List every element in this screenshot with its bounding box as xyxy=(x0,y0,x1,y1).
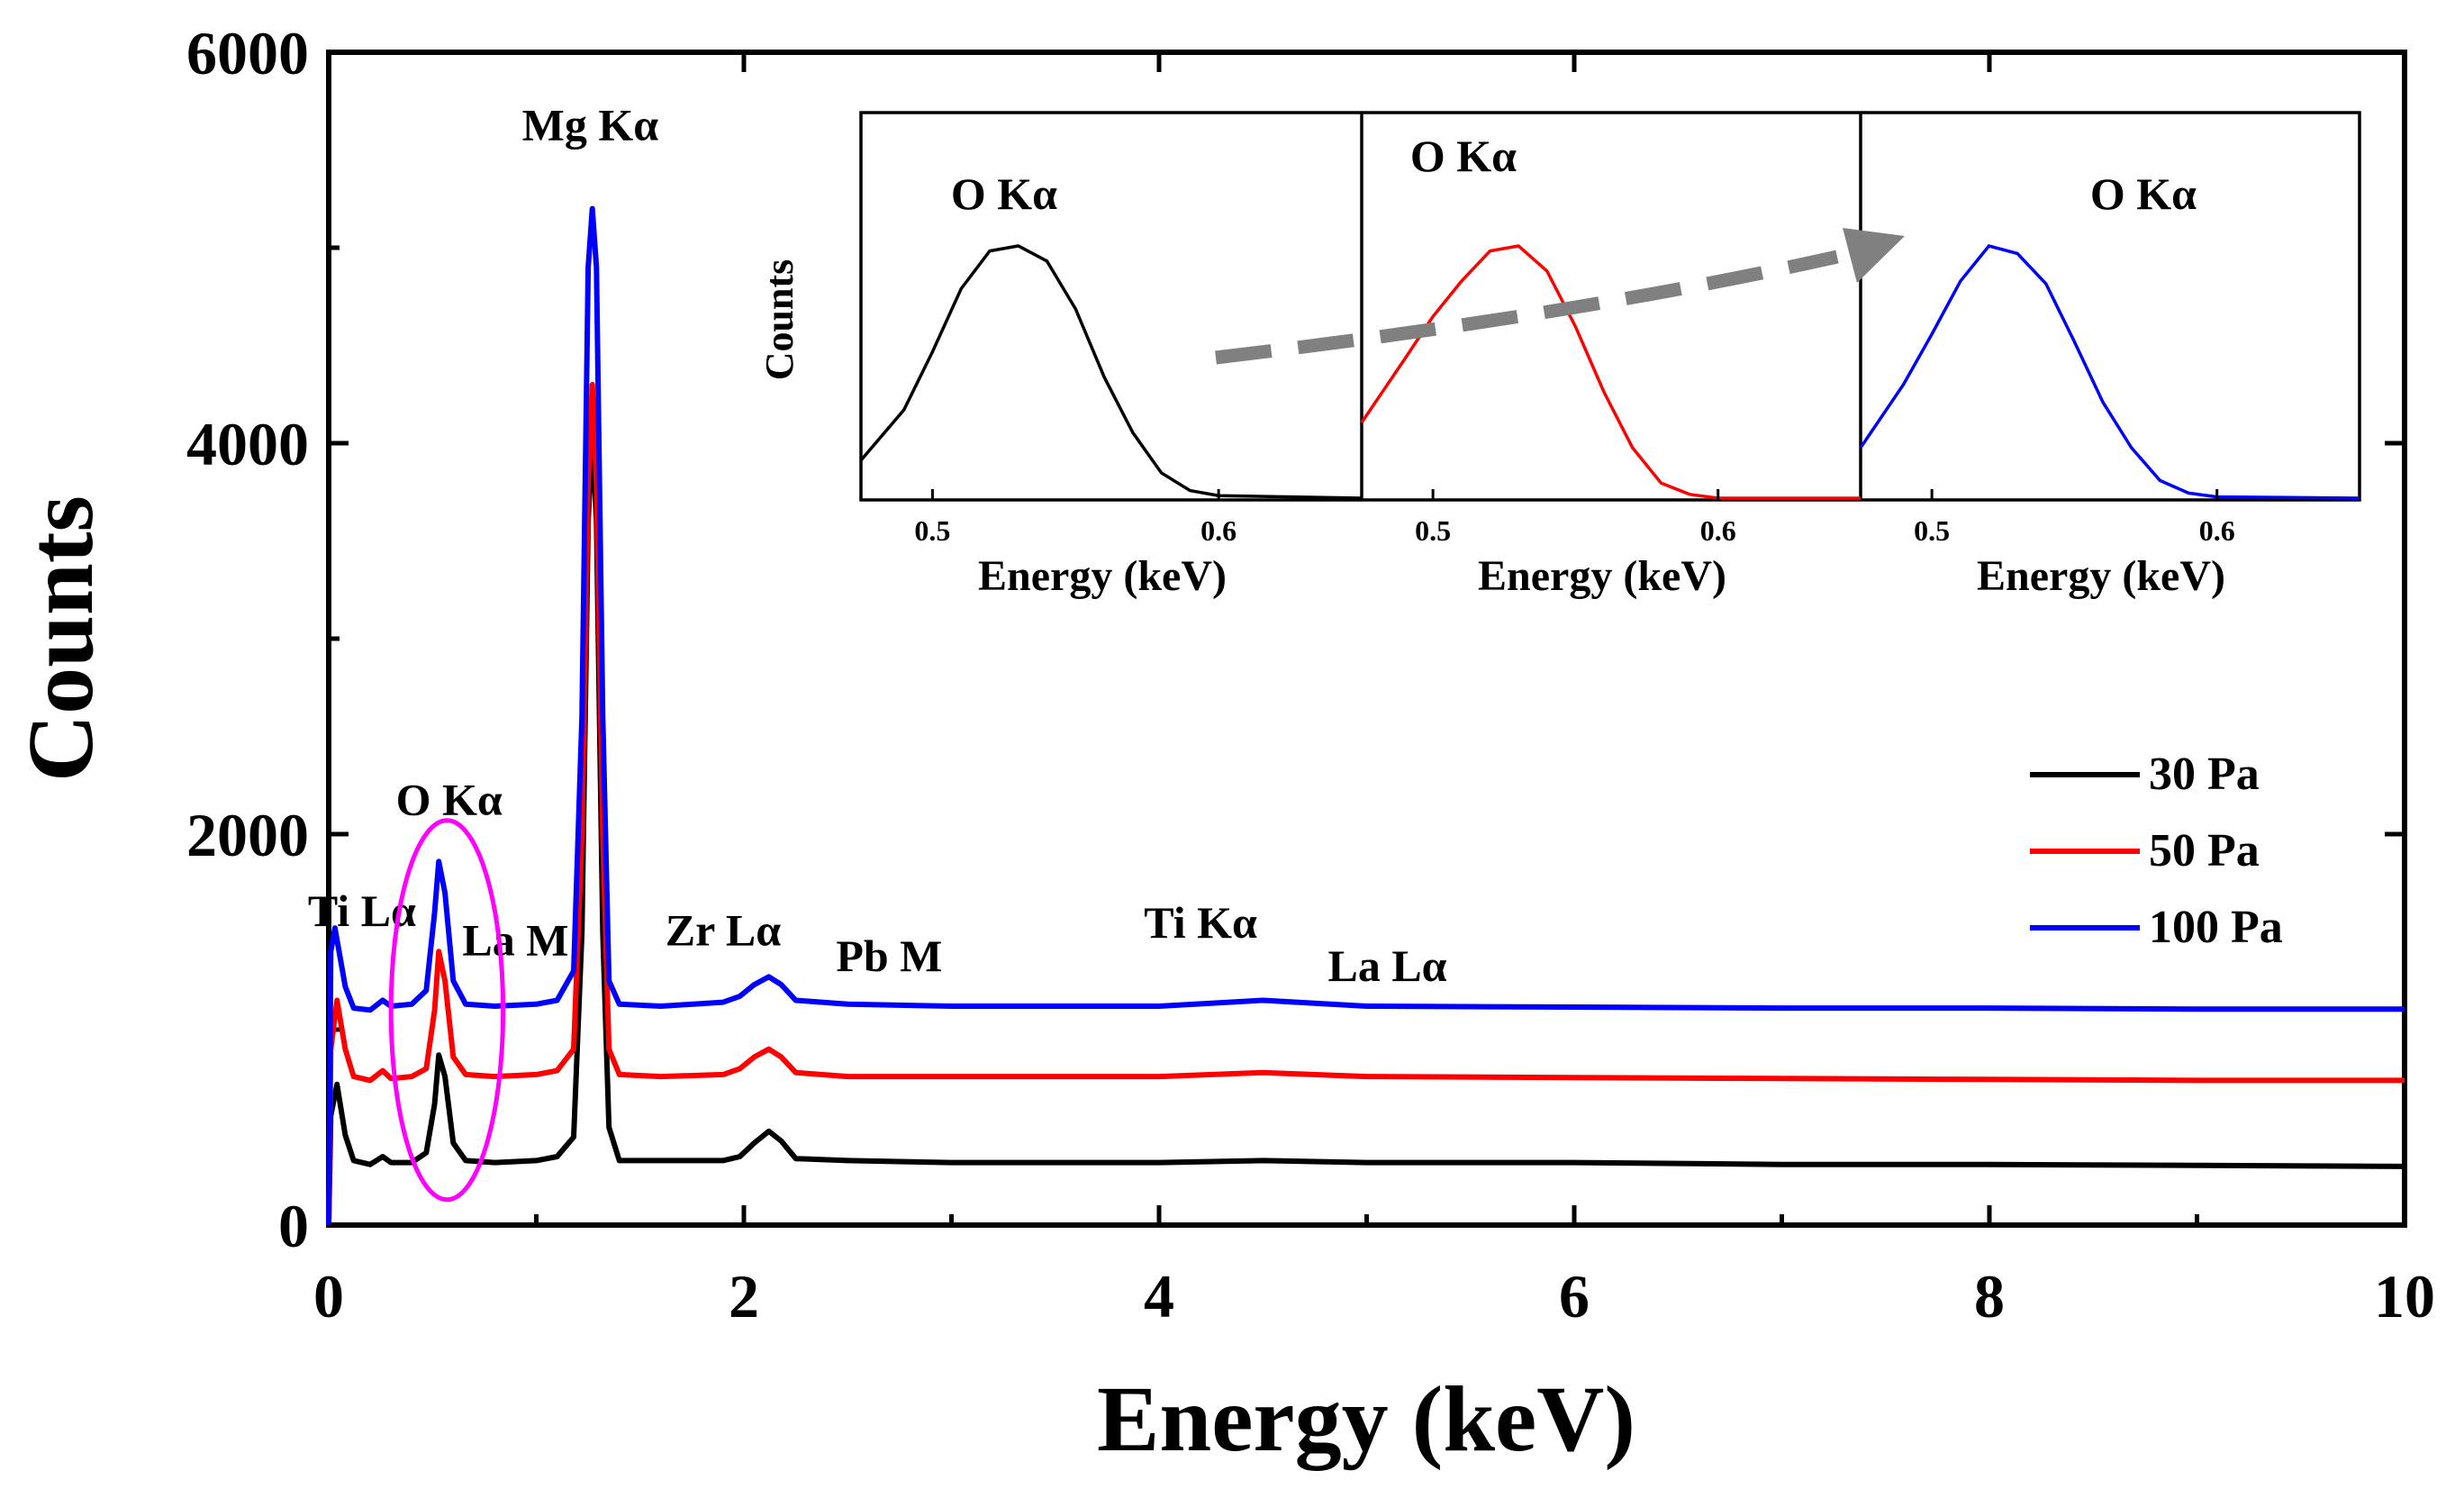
y-tick-label: 6000 xyxy=(186,19,309,87)
inset-x-label: Energy (keV) xyxy=(978,552,1227,600)
x-axis-label: Energy (keV) xyxy=(1097,1367,1635,1471)
peak-label: Mg Kα xyxy=(522,100,659,150)
inset-curve-30pa xyxy=(859,244,1363,500)
inset-x-label: Energy (keV) xyxy=(1977,552,2225,600)
inset-x-label: Energy (keV) xyxy=(1478,552,1726,600)
inset-peak-label: O Kα xyxy=(1410,131,1517,181)
series-line-50pa xyxy=(326,381,2405,1226)
main-ticks: 0 2 4 6 8 10 0 2000 4000 6000 xyxy=(186,19,2435,1330)
legend-label-100pa: 100 Pa xyxy=(2149,902,2283,953)
legend-label-30pa: 30 Pa xyxy=(2149,749,2260,800)
x-tick-label: 4 xyxy=(1144,1262,1174,1330)
trend-arrowhead xyxy=(1843,228,1905,283)
legend-label-50pa: 50 Pa xyxy=(2149,825,2260,876)
peak-label: La Lα xyxy=(1327,940,1446,991)
o-ka-highlight-ellipse xyxy=(388,818,506,1203)
inset-curve-50pa xyxy=(1360,244,1861,500)
trend-arrow xyxy=(1215,250,1839,365)
x-tick-label: 0 xyxy=(313,1262,344,1330)
y-tick-label: 0 xyxy=(278,1192,309,1260)
inset-x-tick-label: 0.5 xyxy=(1914,514,1950,547)
x-tick-label: 6 xyxy=(1559,1262,1590,1330)
peak-label: Ti Kα xyxy=(1144,897,1257,948)
x-tick-label: 2 xyxy=(729,1262,759,1330)
inset-x-tick-label: 0.5 xyxy=(1415,514,1451,547)
peak-label: Pb M xyxy=(836,931,942,981)
inset-frame xyxy=(859,111,2361,502)
inset-x-tick-label: 0.6 xyxy=(2199,514,2235,547)
legend: 30 Pa 50 Pa 100 Pa xyxy=(2030,749,2283,953)
inset-o-ka-panels: Counts 0.5 0.6 Energy (keV) O Kα 0.5 0.6 Energ… xyxy=(757,111,2361,600)
inset-peak-label: O Kα xyxy=(2090,168,2197,219)
inset-x-tick-label: 0.6 xyxy=(1200,514,1237,547)
peak-label: O Kα xyxy=(396,774,503,824)
peak-label: La M xyxy=(462,915,568,966)
inset-x-tick-label: 0.5 xyxy=(914,514,950,547)
peak-label: Zr Lα xyxy=(666,905,781,956)
y-tick-label: 4000 xyxy=(186,410,309,478)
inset-curve-100pa xyxy=(1859,244,2360,500)
x-tick-label: 10 xyxy=(2374,1262,2435,1330)
inset-peak-label: O Kα xyxy=(951,168,1057,219)
inset-y-label: Counts xyxy=(757,259,802,381)
inset-x-tick-label: 0.6 xyxy=(1700,514,1736,547)
y-tick-label: 2000 xyxy=(186,801,309,869)
x-tick-label: 8 xyxy=(1974,1262,2005,1330)
y-axis-label: Counts xyxy=(9,495,113,782)
